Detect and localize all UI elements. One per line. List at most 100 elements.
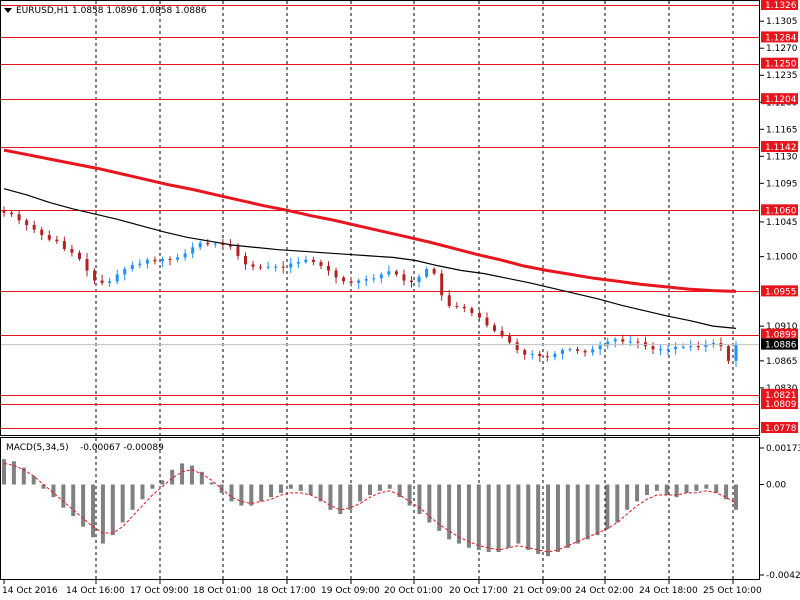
macd-bar xyxy=(160,480,165,485)
candle-body xyxy=(2,210,6,213)
candle-body xyxy=(659,349,663,351)
candle-body xyxy=(183,253,187,258)
candle-body xyxy=(251,264,255,267)
candle-body xyxy=(455,306,459,308)
macd-bar xyxy=(625,484,630,510)
candle-body xyxy=(583,350,587,353)
time-tick-label: 20 Oct 01:00 xyxy=(384,586,443,596)
macd-bar xyxy=(516,484,521,544)
candle-body xyxy=(357,280,361,283)
candle-body xyxy=(598,345,602,350)
candle-body xyxy=(342,277,346,282)
price-tick-label: 1.0910 xyxy=(766,322,798,332)
macd-bar xyxy=(734,484,738,510)
macd-bar xyxy=(368,484,372,496)
macd-bar xyxy=(476,484,481,550)
macd-bar xyxy=(635,484,640,502)
macd-bar xyxy=(714,484,719,493)
candle-body xyxy=(576,349,580,351)
time-tick-label: 24 Oct 18:00 xyxy=(639,586,698,596)
ma-slow-line xyxy=(3,148,737,293)
candle-body xyxy=(462,306,466,309)
level-price-tag xyxy=(761,328,798,340)
level-price-tag-label: 1.0821 xyxy=(765,391,797,401)
current-price-tag-label: 1.0886 xyxy=(765,341,797,351)
macd-bar xyxy=(536,484,541,555)
price-tick-label: 1.1305 xyxy=(766,17,798,27)
candle-body xyxy=(651,346,655,350)
candle-body xyxy=(10,212,14,215)
candle-body xyxy=(613,339,617,342)
candle-body xyxy=(289,263,293,268)
candle-body xyxy=(394,271,398,275)
candle-body xyxy=(515,342,519,351)
macd-bar xyxy=(269,484,274,498)
moving-averages xyxy=(3,148,737,329)
macd-bar xyxy=(358,484,363,502)
time-tick-label: 18 Oct 17:00 xyxy=(257,586,316,596)
level-price-tag xyxy=(761,388,798,400)
candle-body xyxy=(674,346,678,350)
candle-body xyxy=(93,270,97,281)
candle-body xyxy=(432,268,436,274)
candle-body xyxy=(160,258,164,262)
macd-bar xyxy=(308,484,313,496)
level-price-tag-label: 1.1250 xyxy=(765,60,797,70)
candle-body xyxy=(523,350,527,355)
macd-bar xyxy=(664,484,669,496)
macd-bar xyxy=(61,484,66,508)
level-price-tag xyxy=(761,285,798,297)
candle-body xyxy=(364,279,368,281)
candle-body xyxy=(711,343,715,345)
price-tick-label: 1.1130 xyxy=(766,152,798,162)
dropdown-triangle-icon[interactable] xyxy=(4,8,12,13)
candle-body xyxy=(311,259,315,263)
macd-bar xyxy=(140,484,145,500)
macd-values: -0.00067 -0.00089 xyxy=(80,443,164,453)
vertical-gridlines xyxy=(95,1,734,579)
candle-body xyxy=(410,280,414,283)
level-price-tag xyxy=(761,31,798,43)
candle-body xyxy=(274,266,278,268)
candle-body xyxy=(379,274,383,279)
macd-tick-label: -0.00429 xyxy=(766,571,800,581)
macd-bar xyxy=(209,482,214,485)
macd-bar xyxy=(71,484,76,517)
candle-body xyxy=(191,247,195,254)
horizontal-levels[interactable] xyxy=(1,5,759,429)
macd-bar xyxy=(100,484,105,544)
macd-bar xyxy=(377,484,382,491)
candle-body xyxy=(153,259,157,262)
candle-body xyxy=(440,273,444,296)
level-price-tag-label: 1.0809 xyxy=(765,400,797,410)
candle-body xyxy=(115,274,119,282)
candle-body xyxy=(477,312,481,318)
macd-bar xyxy=(130,484,135,510)
macd-bar xyxy=(417,484,422,515)
macd-bar xyxy=(31,476,36,485)
candle-body xyxy=(553,353,557,357)
candle-body xyxy=(636,341,640,343)
price-tick-label: 1.1270 xyxy=(766,44,798,54)
macd-bar xyxy=(644,484,649,496)
candle-body xyxy=(213,243,217,245)
candle-body xyxy=(130,265,134,269)
macd-signal-line xyxy=(3,462,737,553)
macd-bar xyxy=(565,484,570,548)
candle-body xyxy=(176,257,180,260)
candle-body xyxy=(145,259,149,264)
macd-bar xyxy=(684,484,689,493)
macd-histogram xyxy=(2,459,738,557)
macd-tick-label: 0.00173 xyxy=(766,444,800,454)
macd-bar xyxy=(724,484,729,500)
macd-bar xyxy=(585,484,590,540)
macd-bar xyxy=(506,484,511,548)
candle-body xyxy=(108,281,112,283)
candle-body xyxy=(138,263,142,266)
candle-body xyxy=(55,239,59,242)
macd-bar xyxy=(170,469,175,485)
candle-body xyxy=(32,224,36,230)
candle-body xyxy=(425,268,429,277)
macd-bar xyxy=(150,484,155,489)
